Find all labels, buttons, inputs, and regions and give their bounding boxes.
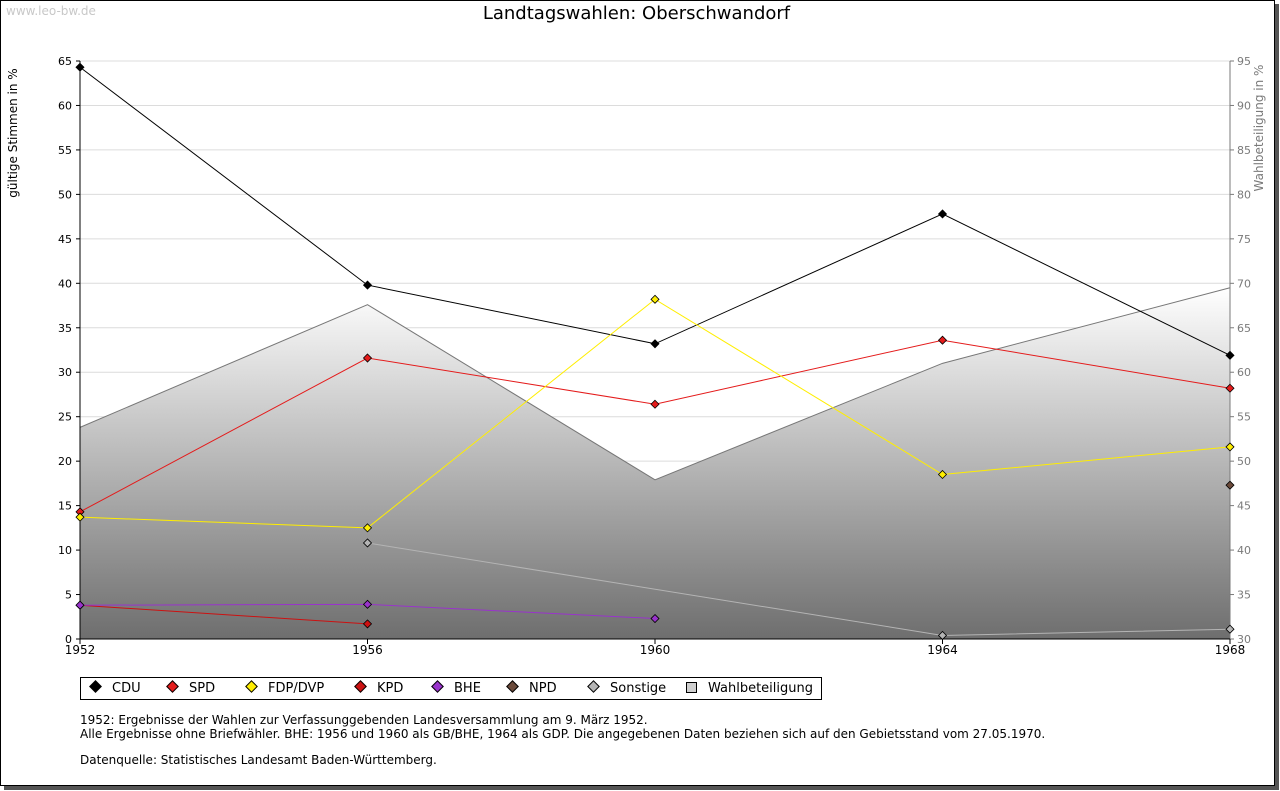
y2-tick-label: 90 <box>1237 99 1251 112</box>
turnout-area <box>80 287 1230 639</box>
legend-marker <box>506 680 519 693</box>
legend-item: BHE <box>431 680 481 696</box>
data-point <box>362 538 373 548</box>
y2-tick-label: 60 <box>1237 366 1251 379</box>
y-tick-label: 65 <box>58 55 72 68</box>
data-point <box>1225 624 1235 634</box>
y-tick-label: 45 <box>58 233 72 246</box>
y-tick-label: 25 <box>58 411 72 424</box>
legend-marker <box>686 682 697 693</box>
data-point <box>1225 480 1235 490</box>
legend-label: CDU <box>112 681 141 696</box>
y-tick-label: 50 <box>58 188 72 201</box>
series-line-cdu <box>79 66 1231 356</box>
data-point <box>650 613 660 624</box>
data-point <box>650 399 660 409</box>
legend-label: KPD <box>377 681 404 696</box>
chart-title: Landtagswahlen: Oberschwandorf <box>482 3 791 24</box>
legend-marker <box>431 680 444 693</box>
legend-label: NPD <box>529 681 557 696</box>
turnout-area-group <box>79 287 1231 639</box>
y-tick-label: 40 <box>58 277 72 290</box>
y-tick-label: 35 <box>58 322 72 335</box>
series-line-kpd <box>79 604 368 625</box>
data-point <box>362 353 373 363</box>
x-tick-label: 1956 <box>352 643 383 657</box>
note-briefwaehler: Alle Ergebnisse ohne Briefwähler. BHE: 1… <box>80 727 1046 741</box>
y2-tick-label: 65 <box>1237 322 1251 335</box>
data-point <box>362 619 373 629</box>
data-point <box>1225 442 1235 452</box>
y-axis-label: gültige Stimmen in % <box>6 68 20 197</box>
y2-tick-label: 30 <box>1237 633 1251 646</box>
y2-tick-label: 75 <box>1237 233 1251 246</box>
data-point <box>650 294 660 304</box>
series-group <box>75 62 1235 641</box>
chart-canvas: 0 5 10 15 20 25 30 35 40 45 50 55 60 65 30 35 40 45 50 55 60… <box>6 55 1266 657</box>
legend-marker <box>245 680 258 693</box>
legend-label: SPD <box>189 681 216 696</box>
legend: CDU SPD FDP/DVP KPD BHE NPD Sonstige Wahlbeteil… <box>80 677 822 700</box>
y-tick-label: 30 <box>58 366 72 379</box>
x-tick-label: 1952 <box>65 643 96 657</box>
axes: 0 5 10 15 20 25 30 35 40 45 50 55 60 65 30 35 40 45 50 55 60… <box>58 55 1251 657</box>
legend-marker <box>587 680 600 693</box>
y2-tick-label: 80 <box>1237 188 1251 201</box>
data-point <box>362 523 373 533</box>
y2-tick-label: 35 <box>1237 589 1251 602</box>
x-tick-label: 1968 <box>1215 643 1246 657</box>
y-tick-label: 5 <box>65 589 72 602</box>
y2-tick-label: 50 <box>1237 455 1251 468</box>
data-point <box>362 280 373 290</box>
legend-item: Wahlbeteiligung <box>686 681 813 696</box>
data-point <box>937 469 948 480</box>
y-tick-label: 55 <box>58 144 72 157</box>
data-point <box>1225 350 1235 360</box>
legend-item: Sonstige <box>587 680 667 696</box>
legend-item: NPD <box>506 680 557 696</box>
x-tick-label: 1960 <box>640 643 671 657</box>
y2-tick-label: 55 <box>1237 411 1251 424</box>
data-point <box>1225 383 1235 393</box>
y2-tick-label: 45 <box>1237 500 1251 513</box>
note-source: Datenquelle: Statistisches Landesamt Bad… <box>80 753 437 767</box>
legend-label: Wahlbeteiligung <box>708 681 814 696</box>
y-tick-label: 10 <box>58 544 72 557</box>
legend-item: CDU <box>89 680 141 696</box>
data-point <box>937 335 948 345</box>
data-point <box>75 600 85 610</box>
legend-label: Sonstige <box>610 681 667 696</box>
data-point <box>937 209 948 219</box>
y2-tick-label: 95 <box>1237 55 1251 68</box>
legend-label: BHE <box>454 681 481 696</box>
note-1952: 1952: Ergebnisse der Wahlen zur Verfassu… <box>80 713 648 727</box>
y2-axis-label: Wahlbeteiligung in % <box>1252 65 1266 192</box>
data-point <box>937 630 948 641</box>
legend-item: KPD <box>354 680 404 696</box>
legend-item: FDP/DVP <box>245 680 325 696</box>
x-tick-label: 1964 <box>927 643 958 657</box>
y-tick-label: 15 <box>58 500 72 513</box>
y-tick-label: 60 <box>58 99 72 112</box>
watermark: www.leo-bw.de <box>6 4 96 18</box>
data-point <box>362 599 373 609</box>
y-tick-label: 0 <box>65 633 72 646</box>
data-point <box>75 62 85 72</box>
legend-marker <box>166 680 179 693</box>
legend-marker <box>89 680 102 693</box>
turnout-line <box>79 287 1231 481</box>
y-tick-label: 20 <box>58 455 72 468</box>
data-point <box>650 339 660 349</box>
y2-tick-label: 40 <box>1237 544 1251 557</box>
y2-tick-label: 70 <box>1237 277 1251 290</box>
legend-marker <box>354 680 367 693</box>
legend-item: SPD <box>166 680 216 696</box>
data-point <box>75 512 85 522</box>
y2-tick-label: 85 <box>1237 144 1251 157</box>
legend-label: FDP/DVP <box>268 681 325 696</box>
